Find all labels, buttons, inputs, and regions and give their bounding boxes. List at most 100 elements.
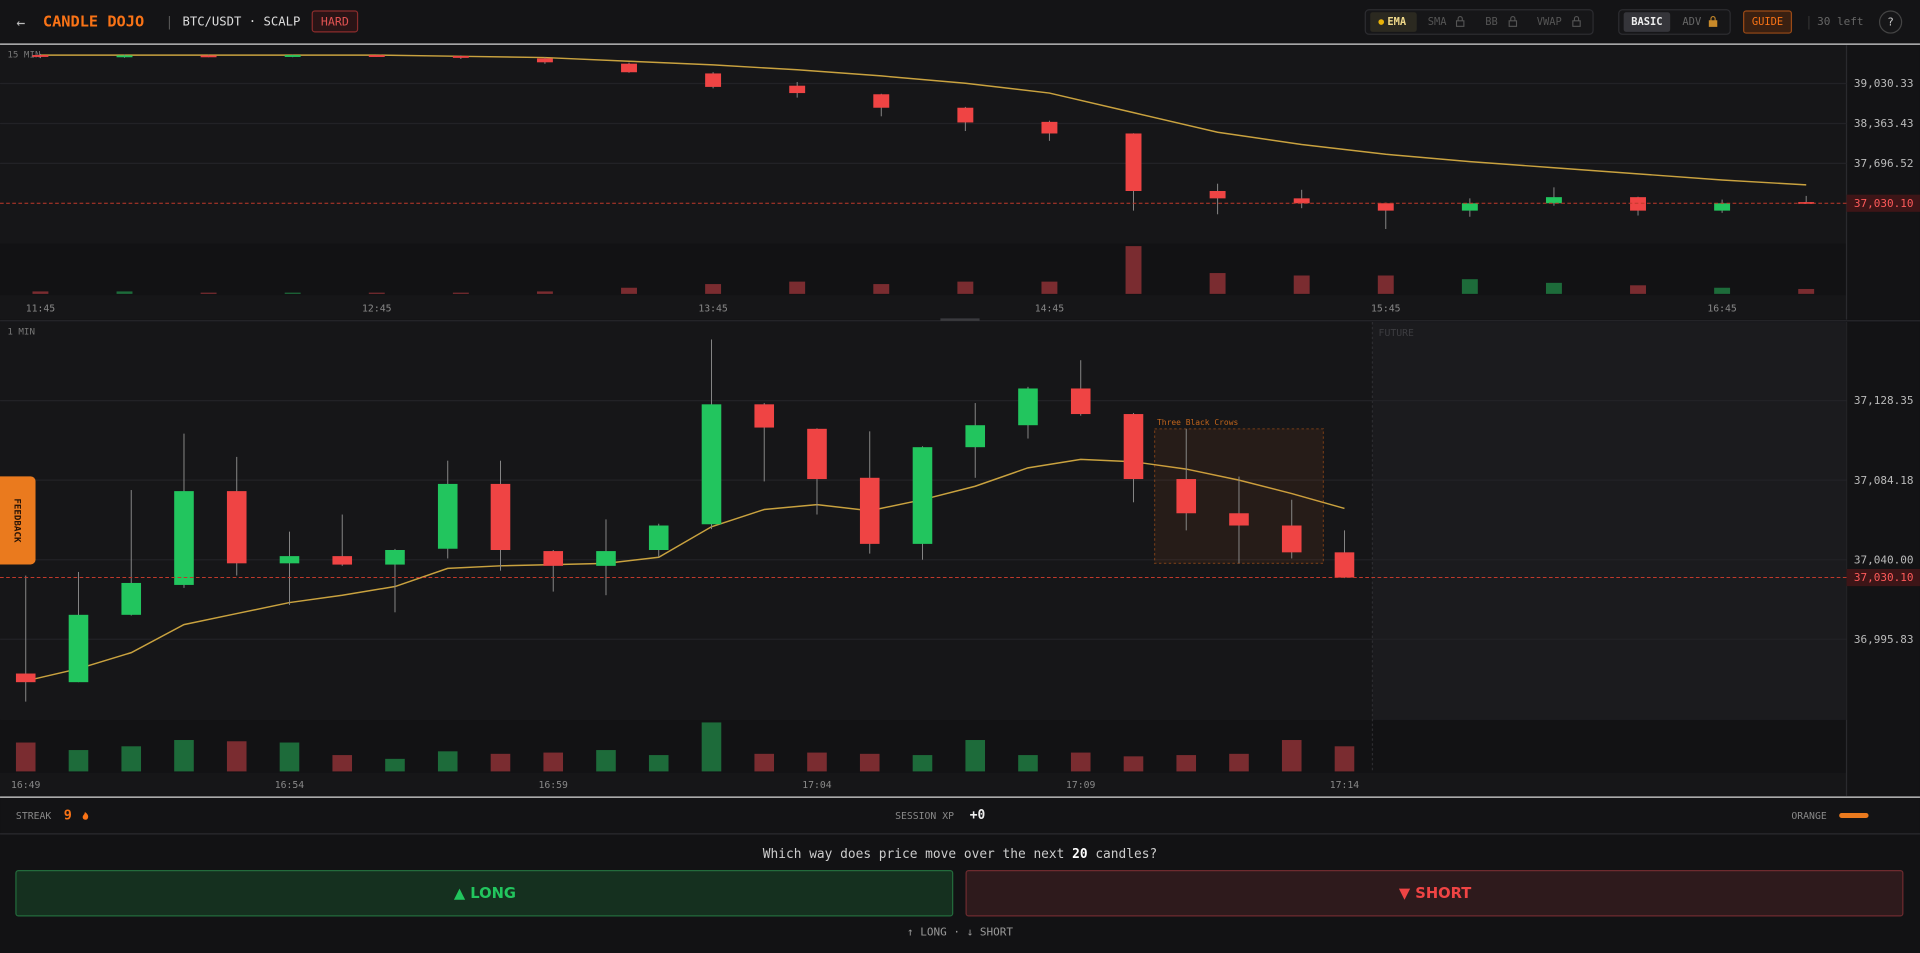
candle-body — [385, 550, 405, 565]
volume-bar — [1461, 279, 1478, 294]
volume-bar — [385, 758, 405, 772]
streak-value: 9 — [64, 808, 72, 823]
candle-body — [648, 525, 669, 551]
candle-body — [1334, 552, 1355, 578]
x-tick-label: 16:45 — [1707, 304, 1737, 315]
volume-bar — [1070, 752, 1091, 772]
resize-handle[interactable] — [940, 318, 980, 321]
candle-body — [452, 56, 469, 58]
volume-bar — [121, 746, 142, 772]
separator: | — [165, 15, 173, 30]
volume-bar — [957, 281, 974, 294]
volume-bar — [1123, 756, 1144, 772]
y-tick-label: 38,363.43 — [1854, 117, 1914, 130]
guide-label[interactable]: GUIDE — [1752, 16, 1783, 28]
difficulty: HARD — [321, 15, 349, 29]
x-tick-label: 17:04 — [802, 780, 832, 791]
rank-bar — [1839, 813, 1869, 818]
xp-label: SESSION XP — [895, 811, 954, 822]
candle-body — [543, 551, 564, 566]
lock-icon — [1708, 15, 1718, 27]
charts: 39,030.33 38,363.43 37,696.52 15 MIN 11:45 12… — [0, 45, 1920, 798]
volume-bar — [332, 755, 353, 772]
short-label[interactable]: ▼ SHORT — [1399, 885, 1471, 902]
future-region — [1372, 322, 1847, 720]
volume-bar — [284, 292, 301, 294]
indicator-group — [1364, 9, 1594, 35]
remaining: 30 left — [1817, 15, 1863, 28]
help-label[interactable]: ? — [1887, 16, 1894, 29]
indicator-sma[interactable]: SMA — [1428, 16, 1448, 28]
prompt-count: 20 — [1072, 847, 1087, 862]
short-button[interactable] — [965, 869, 1904, 917]
candle-body — [174, 491, 194, 585]
streak-icon — [82, 811, 89, 820]
help-button[interactable] — [1878, 10, 1903, 34]
volume-bar — [174, 740, 194, 772]
candle-body — [754, 404, 775, 428]
volume-bar — [912, 755, 933, 772]
volume-bar — [490, 753, 511, 772]
x-tick-label: 16:49 — [11, 780, 41, 791]
volume-bar — [1281, 740, 1302, 772]
rank-label: ORANGE — [1791, 811, 1826, 822]
difficulty-badge — [311, 10, 359, 33]
candle-body — [1545, 197, 1562, 204]
candle-body — [621, 63, 637, 73]
pair: BTC/USDT · SCALP — [182, 15, 300, 29]
volume-bar — [1209, 273, 1226, 294]
volume-bar — [226, 741, 247, 772]
candle-body — [789, 85, 806, 94]
candle-body — [1714, 203, 1731, 211]
candle-body — [1630, 197, 1646, 211]
x-tick-label: 14:45 — [1035, 304, 1065, 315]
volume-bar — [873, 284, 890, 294]
candle-body — [701, 404, 722, 525]
indicator-vwap[interactable]: VWAP — [1537, 16, 1562, 28]
candle-body — [1281, 525, 1302, 553]
ema-line — [40, 54, 1807, 186]
candle-body — [912, 447, 933, 544]
feedback-tab[interactable] — [0, 476, 36, 565]
long-button[interactable] — [15, 869, 954, 917]
candle-body — [1041, 121, 1058, 134]
mode-adv[interactable]: ADV — [1682, 16, 1701, 28]
volume-bar — [437, 751, 458, 772]
candle-body — [1176, 479, 1197, 514]
indicator-ema[interactable]: EMA — [1387, 16, 1407, 28]
mode-basic[interactable]: BASIC — [1631, 16, 1662, 28]
volume-bar — [705, 284, 722, 294]
x-tick-label: 17:09 — [1066, 780, 1096, 791]
future-label: FUTURE — [1379, 328, 1414, 339]
feedback-label[interactable]: FEEDBACK — [12, 498, 23, 543]
price-axis — [1846, 45, 1920, 320]
candle-body — [1070, 388, 1091, 415]
volume-bar — [859, 753, 880, 772]
x-tick-label: 16:59 — [539, 780, 569, 791]
prompt-text: Which way does price move over the next — [763, 847, 1072, 862]
volume-bar — [452, 292, 469, 294]
candle-body — [332, 556, 353, 565]
volume-bar — [279, 742, 300, 772]
volume-bar — [807, 752, 827, 772]
volume-bar — [15, 742, 36, 772]
guide-button[interactable] — [1743, 10, 1793, 34]
volume-bar — [32, 291, 49, 294]
current-price-tag — [1846, 568, 1920, 587]
y-tick-label: 37,040.00 — [1854, 553, 1914, 566]
y-tick-label: 39,030.33 — [1854, 77, 1914, 90]
xp-value: +0 — [970, 808, 985, 823]
long-label[interactable]: ▲ LONG — [454, 885, 516, 902]
candle-body — [1229, 513, 1249, 526]
current-price-label: 37,030.10 — [1854, 197, 1914, 210]
x-tick-label: 12:45 — [362, 304, 392, 315]
indicator-bb[interactable]: BB — [1485, 16, 1498, 28]
back-button[interactable]: ← — [16, 14, 25, 31]
candle-body — [536, 58, 553, 63]
y-tick-label: 37,084.18 — [1854, 474, 1914, 487]
candle-body — [1461, 203, 1478, 211]
indicator-dot — [1378, 19, 1385, 25]
y-tick-label: 37,128.35 — [1854, 394, 1914, 407]
price-axis — [1846, 322, 1920, 796]
